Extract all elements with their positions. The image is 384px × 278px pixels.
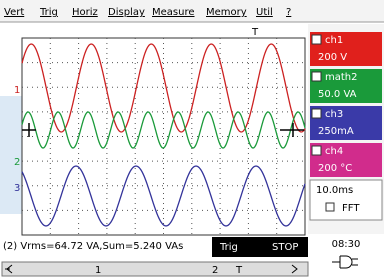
menu-item[interactable]: Util: [256, 7, 273, 18]
channel-name: math2: [325, 72, 358, 83]
channel-checkbox[interactable]: [312, 146, 321, 155]
channel-scale: 200 °C: [318, 163, 352, 174]
channel-scale: 50.0 VA: [318, 89, 357, 100]
channel-checkbox[interactable]: [312, 109, 321, 118]
ch1-marker: 1: [14, 85, 20, 96]
menu-item[interactable]: Vert: [4, 7, 24, 18]
page: Vert Trig Horiz Display Measure Memory Util? T…: [0, 0, 384, 278]
ch3-marker: 3: [14, 183, 20, 194]
run-state[interactable]: STOP: [272, 242, 298, 253]
menu-item[interactable]: Measure: [152, 7, 195, 18]
menu-item[interactable]: ?: [286, 7, 291, 18]
fft-checkbox[interactable]: [326, 203, 334, 211]
menu-item[interactable]: Horiz: [72, 7, 98, 18]
scope-screen: Vert Trig Horiz Display Measure Memory Util? T…: [0, 0, 384, 278]
trig-label[interactable]: Trig: [219, 242, 238, 253]
channel-name: ch4: [325, 146, 343, 157]
ch2-marker: 2: [14, 157, 20, 168]
scrollbar[interactable]: [2, 262, 308, 276]
channel-scale: 250mA: [318, 126, 354, 137]
menu-item[interactable]: Memory: [206, 7, 247, 18]
channel-name: ch1: [325, 35, 343, 46]
scroll-marker: 2: [212, 265, 218, 276]
trigger-marker: T: [251, 27, 259, 38]
timebase: 10.0ms: [316, 185, 353, 196]
scroll-marker: T: [235, 265, 243, 276]
clock: 08:30: [332, 239, 361, 250]
measurement: (2) Vrms=64.72 VA,Sum=5.240 VAs: [3, 241, 183, 252]
channel-checkbox[interactable]: [312, 72, 321, 81]
fft-label: FFT: [342, 203, 360, 214]
channel-name: ch3: [325, 109, 343, 120]
menu-item[interactable]: Display: [108, 7, 145, 18]
channel-checkbox[interactable]: [312, 35, 321, 44]
channel-scale: 200 V: [318, 52, 347, 63]
scroll-marker: 1: [95, 265, 101, 276]
menu-item[interactable]: Trig: [39, 7, 58, 18]
